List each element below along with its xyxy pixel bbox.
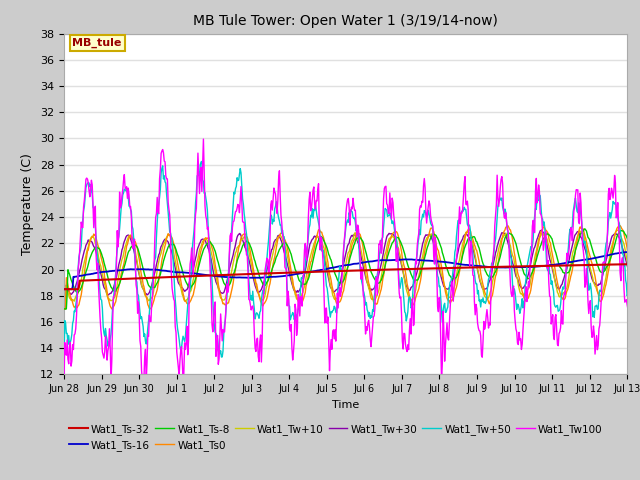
X-axis label: Time: Time — [332, 400, 359, 409]
Text: MB_tule: MB_tule — [72, 37, 122, 48]
Legend: Wat1_Ts-32, Wat1_Ts-16, Wat1_Ts-8, Wat1_Ts0, Wat1_Tw+10, Wat1_Tw+30, Wat1_Tw+50,: Wat1_Ts-32, Wat1_Ts-16, Wat1_Ts-8, Wat1_… — [69, 424, 603, 451]
Y-axis label: Temperature (C): Temperature (C) — [22, 153, 35, 255]
Title: MB Tule Tower: Open Water 1 (3/19/14-now): MB Tule Tower: Open Water 1 (3/19/14-now… — [193, 14, 498, 28]
